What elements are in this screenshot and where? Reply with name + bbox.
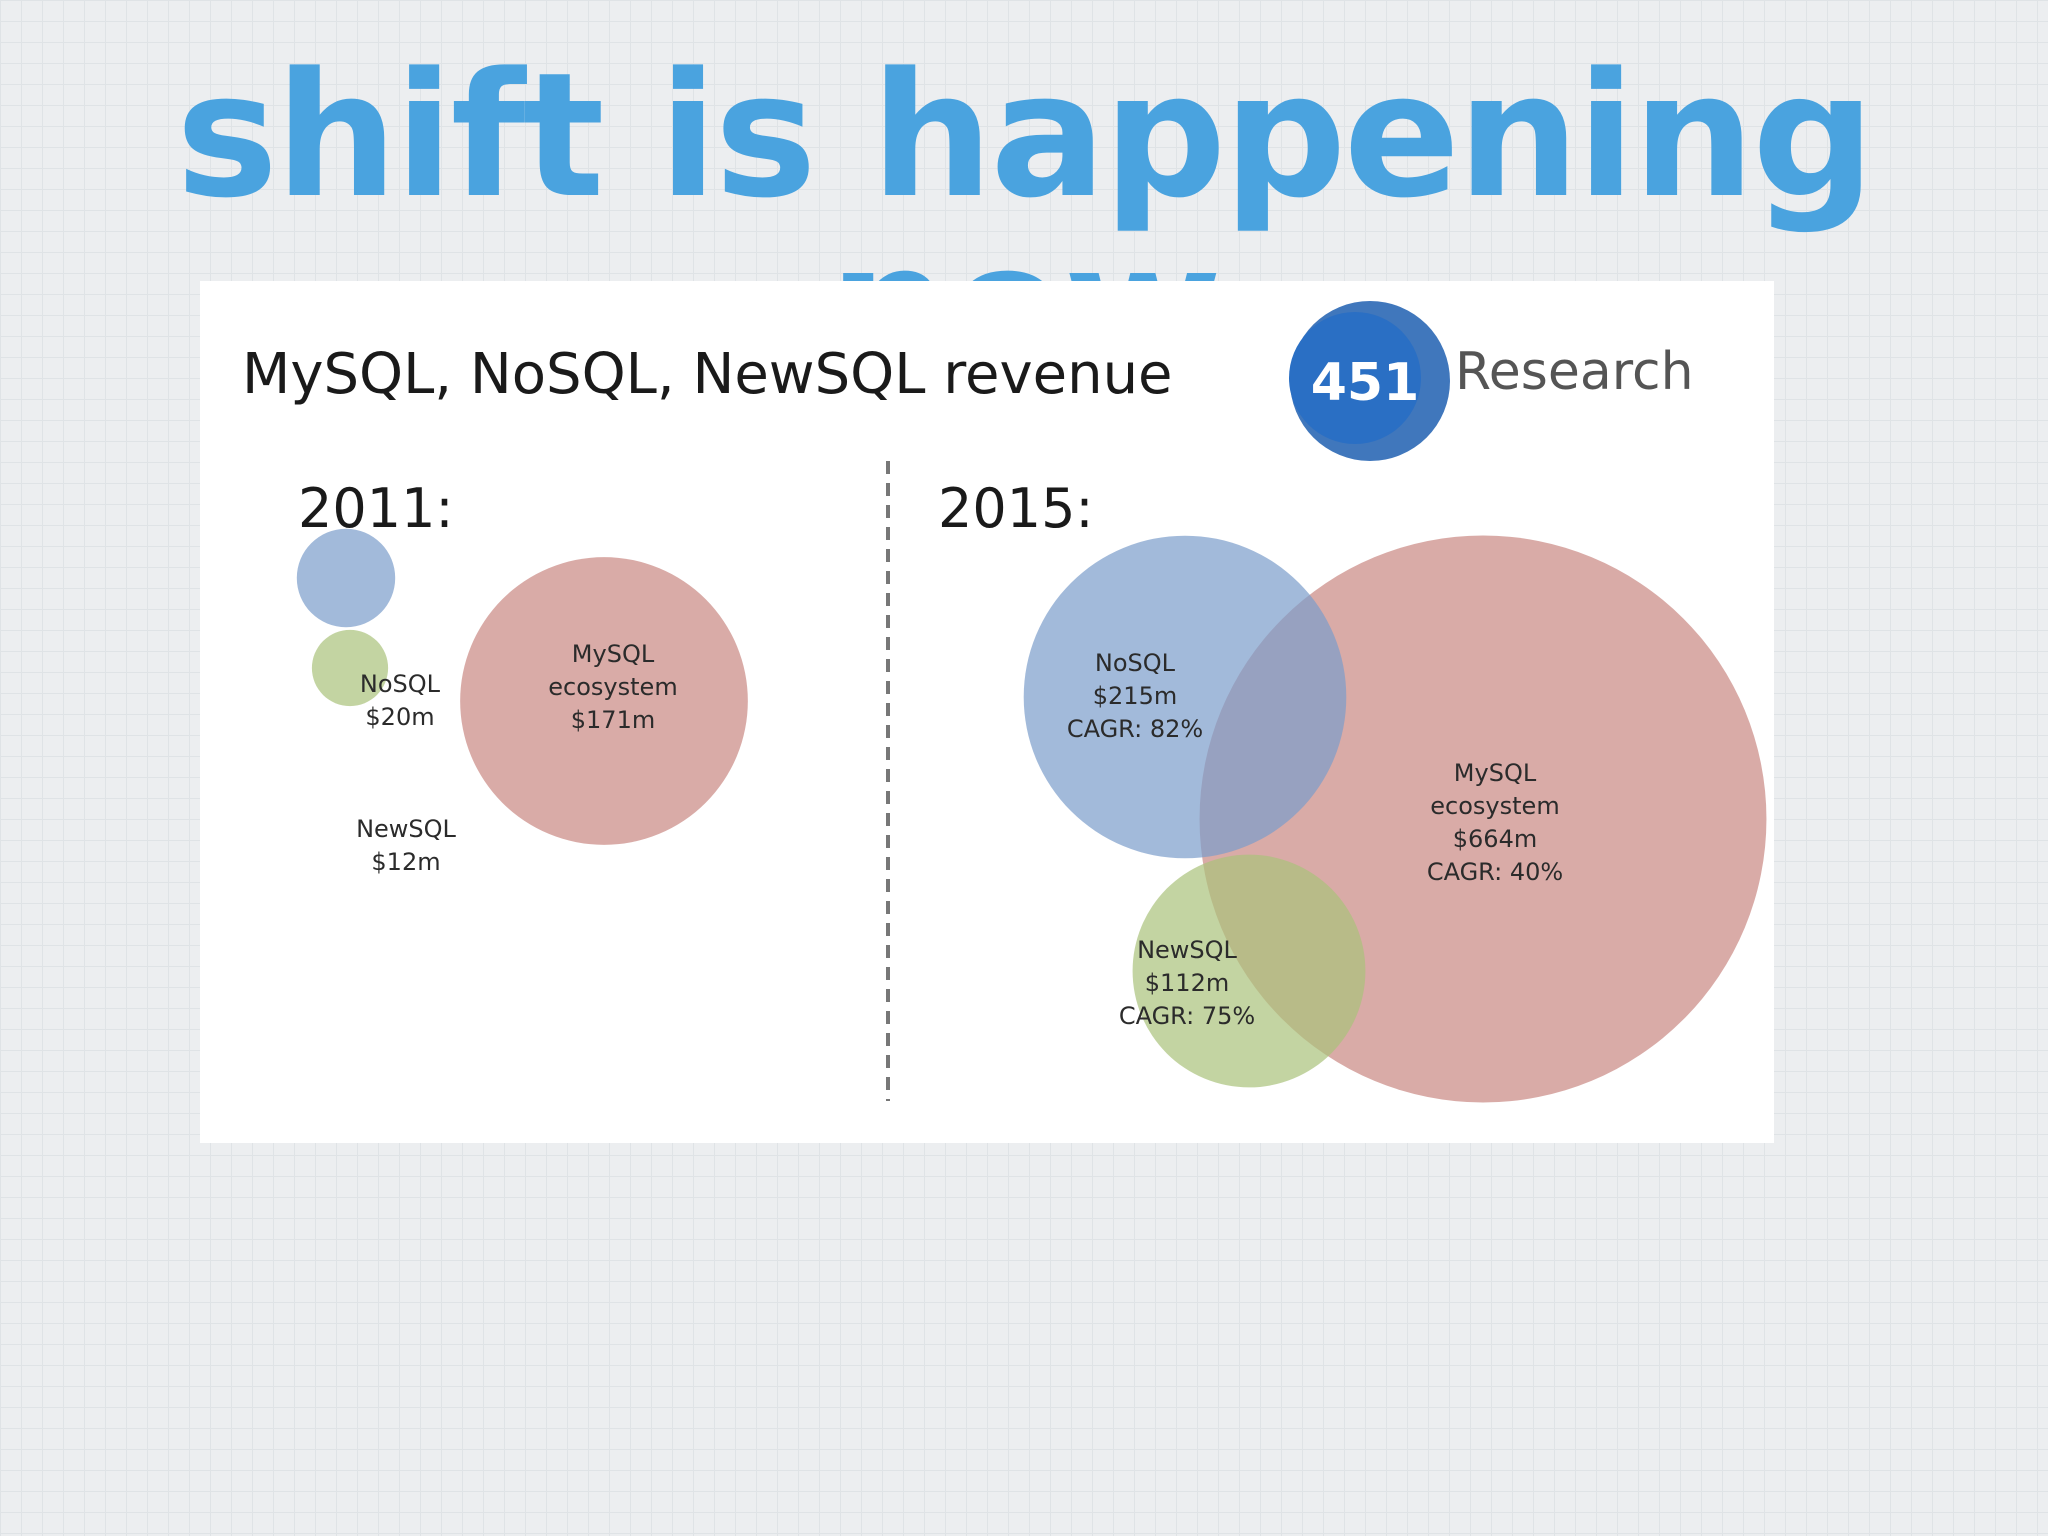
bubble-label-mysql-2015: ecosystem xyxy=(1430,792,1559,820)
bubble-mysql-2011 xyxy=(460,557,748,845)
bubble-nosql-2011 xyxy=(296,528,396,628)
logo-number: 451 xyxy=(1311,353,1420,413)
bubble-newsql-2015 xyxy=(1132,854,1366,1088)
chart-title: MySQL, NoSQL, NewSQL revenue xyxy=(242,342,1173,407)
bubble-label-mysql-2011: $171m xyxy=(571,706,655,734)
bubble-label-mysql-2011: MySQL xyxy=(572,640,655,668)
bubbles-layer: MySQL ecosystem $171m NoSQL $20m NewSQL $12m My… xyxy=(296,528,1767,1103)
logo-circle-inner xyxy=(1289,312,1421,444)
bubble-label-newsql-2011: NewSQL xyxy=(356,815,456,843)
451-research-logo: 451 Research xyxy=(1289,301,1694,461)
chart-figure: MySQL, NoSQL, NewSQL revenue 451 Researc… xyxy=(200,281,1774,1143)
bubble-label-mysql-2015: MySQL xyxy=(1454,759,1537,787)
panel-label-2015: 2015: xyxy=(938,477,1094,540)
bubble-label-mysql-2015: $664m xyxy=(1453,825,1537,853)
bubble-label-nosql-2011: $20m xyxy=(365,703,434,731)
revenue-bubble-chart: MySQL, NoSQL, NewSQL revenue 451 Researc… xyxy=(242,301,1767,1103)
bubble-label-nosql-2011: NoSQL xyxy=(360,670,441,698)
bubble-label-newsql-2015: CAGR: 75% xyxy=(1119,1002,1255,1030)
bubble-newsql-2011 xyxy=(311,629,389,707)
bubble-label-newsql-2015: $112m xyxy=(1145,969,1229,997)
bubble-label-nosql-2015: $215m xyxy=(1093,682,1177,710)
bubble-label-newsql-2015: NewSQL xyxy=(1137,936,1237,964)
logo-name: Research xyxy=(1455,342,1694,402)
bubble-label-nosql-2015: NoSQL xyxy=(1095,649,1176,677)
panel-label-2011: 2011: xyxy=(298,477,454,540)
bubble-nosql-2015 xyxy=(1023,535,1347,859)
bubble-label-nosql-2015: CAGR: 82% xyxy=(1067,715,1203,743)
bubble-label-mysql-2011: ecosystem xyxy=(548,673,677,701)
bubble-label-mysql-2015: CAGR: 40% xyxy=(1427,858,1563,886)
bubble-label-newsql-2011: $12m xyxy=(371,848,440,876)
